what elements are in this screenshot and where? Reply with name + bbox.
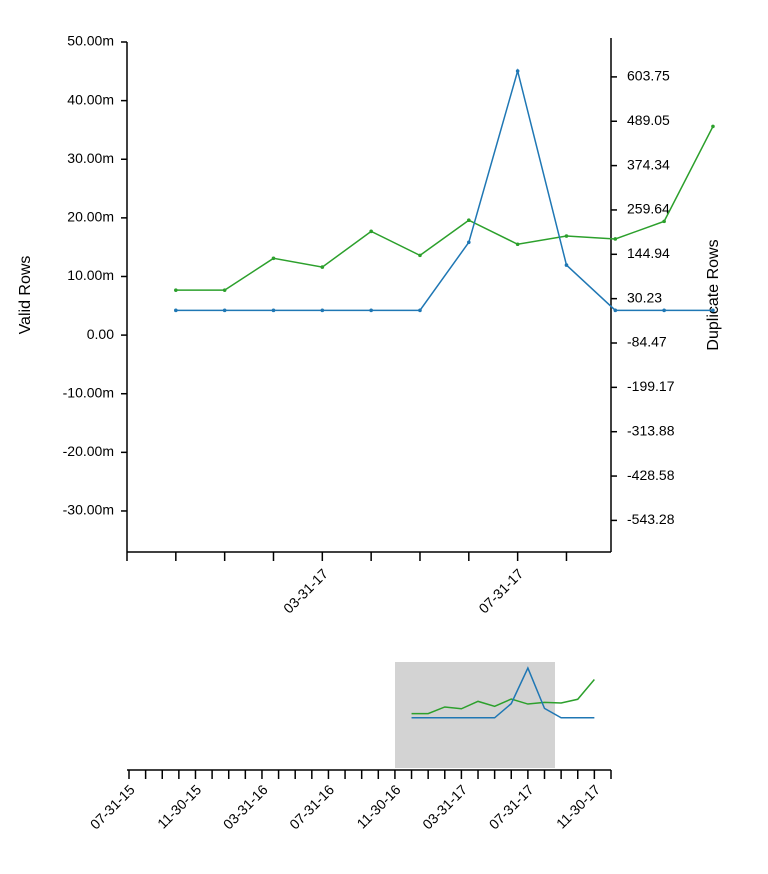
y-tick-label: 0.00: [87, 326, 114, 342]
y2-tick-label: -199.17: [627, 378, 675, 394]
data-point: [662, 219, 666, 224]
data-point: [271, 256, 276, 261]
data-point: [320, 265, 325, 269]
y-tick-label: 30.00m: [67, 150, 114, 166]
y2-tick-label: 30.23: [627, 289, 662, 305]
y2-tick-label: 144.94: [627, 245, 670, 261]
y-tick-label: 50.00m: [67, 33, 114, 49]
y2-tick-label: -428.58: [627, 467, 675, 483]
y2-tick-label: 374.34: [627, 156, 670, 172]
x-tick-label: 03-31-17: [280, 565, 331, 616]
context-x-tick-label: 07-31-15: [87, 781, 138, 832]
y2-axis-title: Duplicate Rows: [705, 239, 722, 350]
context-x-tick-label: 03-31-17: [419, 781, 470, 832]
data-point: [174, 288, 178, 292]
y2-tick-label: -313.88: [627, 422, 675, 438]
data-point: [711, 308, 715, 313]
y-tick-label: -20.00m: [63, 443, 114, 459]
y2-tick-label: 603.75: [627, 68, 670, 84]
y-tick-label: -30.00m: [63, 502, 114, 518]
data-point: [369, 308, 373, 313]
data-point: [222, 308, 227, 313]
y2-tick-label: 489.05: [627, 112, 670, 128]
y2-tick-label: 259.64: [627, 201, 670, 217]
data-point: [711, 124, 715, 129]
data-point: [467, 218, 471, 223]
data-point: [320, 308, 325, 313]
data-point: [662, 308, 666, 313]
data-point: [174, 308, 178, 313]
data-point: [418, 308, 422, 313]
y-tick-label: -10.00m: [63, 384, 114, 400]
data-point: [369, 229, 373, 234]
series-line: [175, 68, 713, 312]
y-tick-label: 20.00m: [67, 209, 114, 225]
x-tick-label: 07-31-17: [475, 565, 526, 616]
data-point: [418, 253, 422, 258]
context-x-tick-label: 07-31-17: [486, 781, 537, 832]
y-tick-label: 10.00m: [67, 267, 114, 283]
data-point: [613, 237, 618, 241]
y2-tick-label: -543.28: [627, 511, 675, 527]
data-point: [613, 308, 618, 313]
series-line: [175, 126, 714, 291]
data-point: [222, 288, 227, 292]
context-x-tick-label: 11-30-15: [154, 781, 204, 831]
y-axis-title: Valid Rows: [17, 256, 34, 335]
context-x-tick-label: 03-31-16: [220, 781, 271, 832]
y-tick-label: 40.00m: [67, 91, 114, 107]
data-point: [515, 242, 520, 247]
data-point: [564, 234, 569, 238]
context-series-line: [411, 679, 595, 715]
data-point: [515, 69, 520, 73]
data-point: [564, 263, 569, 267]
data-point: [271, 308, 276, 313]
data-point: [467, 240, 471, 245]
y2-tick-label: -84.47: [627, 334, 667, 350]
context-x-tick-label: 07-31-16: [286, 781, 337, 832]
context-series-line: [411, 666, 595, 719]
brush-selection[interactable]: [395, 662, 555, 768]
context-x-tick-label: 11-30-16: [353, 781, 403, 831]
context-x-tick-label: 11-30-17: [553, 781, 603, 831]
